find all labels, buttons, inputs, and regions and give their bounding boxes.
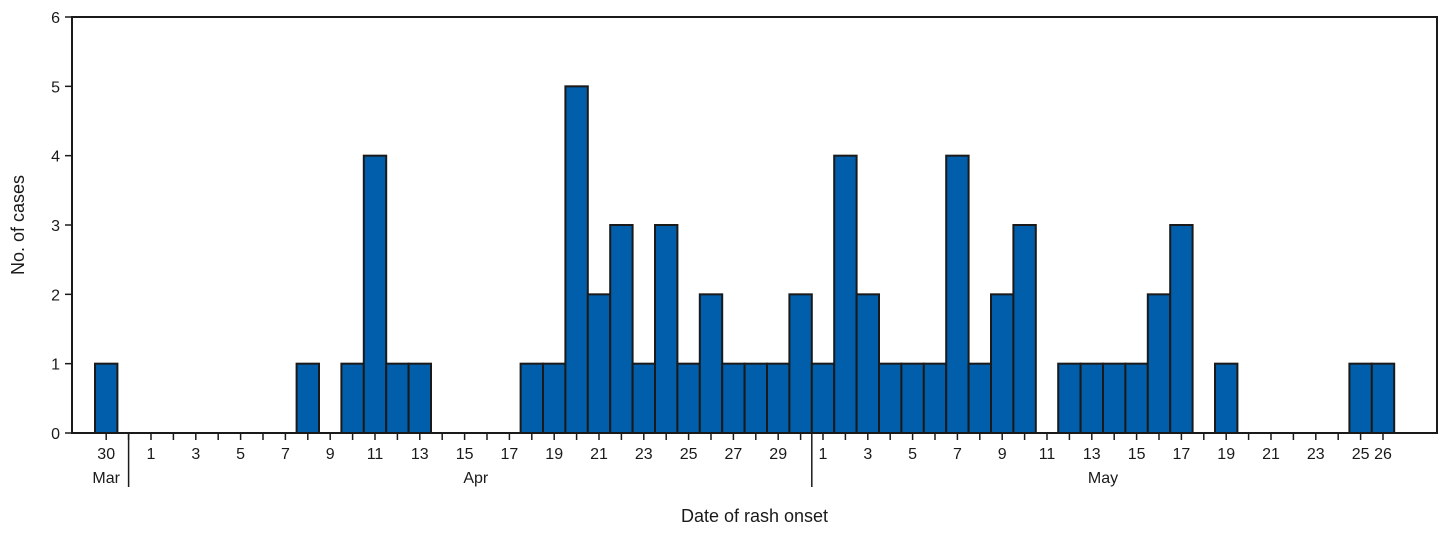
bar (654, 224, 679, 434)
month-label: Apr (463, 470, 489, 487)
bar (810, 362, 836, 434)
bars (94, 85, 1396, 435)
y-axis-title: No. of cases (8, 175, 28, 275)
x-tick-label: 5 (908, 446, 917, 463)
bar (340, 362, 365, 434)
month-label: May (1088, 470, 1118, 487)
bar (1102, 362, 1127, 434)
x-tick-label: 19 (1217, 446, 1235, 463)
bar (94, 362, 119, 434)
x-tick-label: 7 (281, 446, 290, 463)
x-tick-label: 9 (998, 446, 1007, 463)
bar (586, 293, 612, 435)
bar (564, 85, 589, 434)
x-tick-label: 13 (411, 446, 429, 463)
bar (1079, 362, 1104, 434)
bar (407, 362, 433, 434)
x-tick-label: 11 (367, 446, 384, 463)
x-tick-label: 11 (1039, 446, 1056, 463)
x-tick-label: 15 (1128, 446, 1146, 463)
bar (698, 293, 724, 435)
x-tick-label: 21 (590, 446, 608, 463)
x-tick-label: 27 (725, 446, 743, 463)
x-tick-label: 30 (97, 446, 115, 463)
x-tick-label: 17 (1173, 446, 1191, 463)
bar (519, 362, 544, 434)
bar (385, 362, 410, 434)
month-labels: Mar Apr May (92, 470, 1118, 487)
x-tick-label: 7 (953, 446, 962, 463)
bar (1057, 362, 1082, 434)
x-tick-label: 9 (326, 446, 335, 463)
bar (362, 154, 388, 435)
y-tick-label: 2 (51, 287, 60, 304)
bar (1348, 362, 1373, 434)
bar (1012, 224, 1037, 434)
bar (788, 293, 813, 435)
bar (878, 362, 903, 434)
y-tick-label: 3 (51, 218, 60, 235)
month-dividers (127, 433, 813, 487)
bar (967, 362, 992, 434)
y-tick-label: 5 (51, 79, 60, 96)
x-tick-label: 3 (191, 446, 200, 463)
x-tick-label: 26 (1374, 446, 1392, 463)
bar (676, 362, 701, 434)
bar (1214, 362, 1239, 434)
bar (721, 362, 746, 434)
x-tick-label: 13 (1083, 446, 1101, 463)
bar (743, 362, 768, 434)
bar (990, 293, 1015, 435)
x-tick-label: 21 (1262, 446, 1280, 463)
bar (766, 362, 791, 434)
bar (1169, 224, 1194, 434)
bar (900, 362, 925, 434)
y-tick-label: 0 (51, 426, 60, 443)
bar (833, 154, 858, 435)
bar (945, 154, 970, 435)
x-tick-label: 29 (769, 446, 787, 463)
x-tick-label: 1 (147, 446, 156, 463)
bar (855, 293, 880, 435)
y-axis-ticks: 0 1 2 3 4 5 6 (51, 10, 72, 443)
bar (1124, 362, 1149, 434)
x-axis-ticks: 30 1 3 5 7 9 11 13 15 17 19 21 23 25 27 29 1 3 5 7 9 11 13 15 17… (97, 433, 1392, 463)
x-tick-label: 3 (863, 446, 872, 463)
bar (631, 362, 656, 434)
y-tick-label: 4 (51, 149, 60, 166)
y-tick-label: 6 (51, 10, 60, 27)
y-tick-label: 1 (51, 357, 60, 374)
x-tick-label: 25 (1352, 446, 1370, 463)
x-axis-title: Date of rash onset (681, 506, 828, 526)
x-tick-label: 25 (680, 446, 698, 463)
bar (922, 362, 948, 434)
bar (609, 224, 634, 434)
x-tick-label: 15 (456, 446, 474, 463)
x-tick-label: 5 (236, 446, 245, 463)
month-label: Mar (92, 470, 120, 487)
x-tick-label: 17 (501, 446, 519, 463)
bar (1146, 293, 1172, 435)
x-tick-label: 23 (635, 446, 653, 463)
plot-area-frame (71, 16, 1438, 434)
bar (542, 362, 567, 434)
x-tick-label: 23 (1307, 446, 1325, 463)
bar (295, 362, 321, 434)
bar (1370, 362, 1396, 434)
x-tick-label: 19 (545, 446, 563, 463)
x-tick-label: 1 (819, 446, 828, 463)
